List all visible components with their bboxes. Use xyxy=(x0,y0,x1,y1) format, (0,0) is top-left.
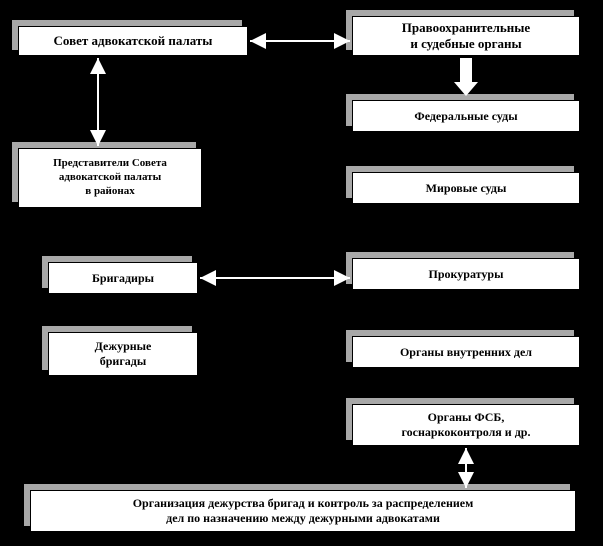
arrow-pravo-down xyxy=(454,58,478,96)
arrows-layer xyxy=(0,0,603,546)
